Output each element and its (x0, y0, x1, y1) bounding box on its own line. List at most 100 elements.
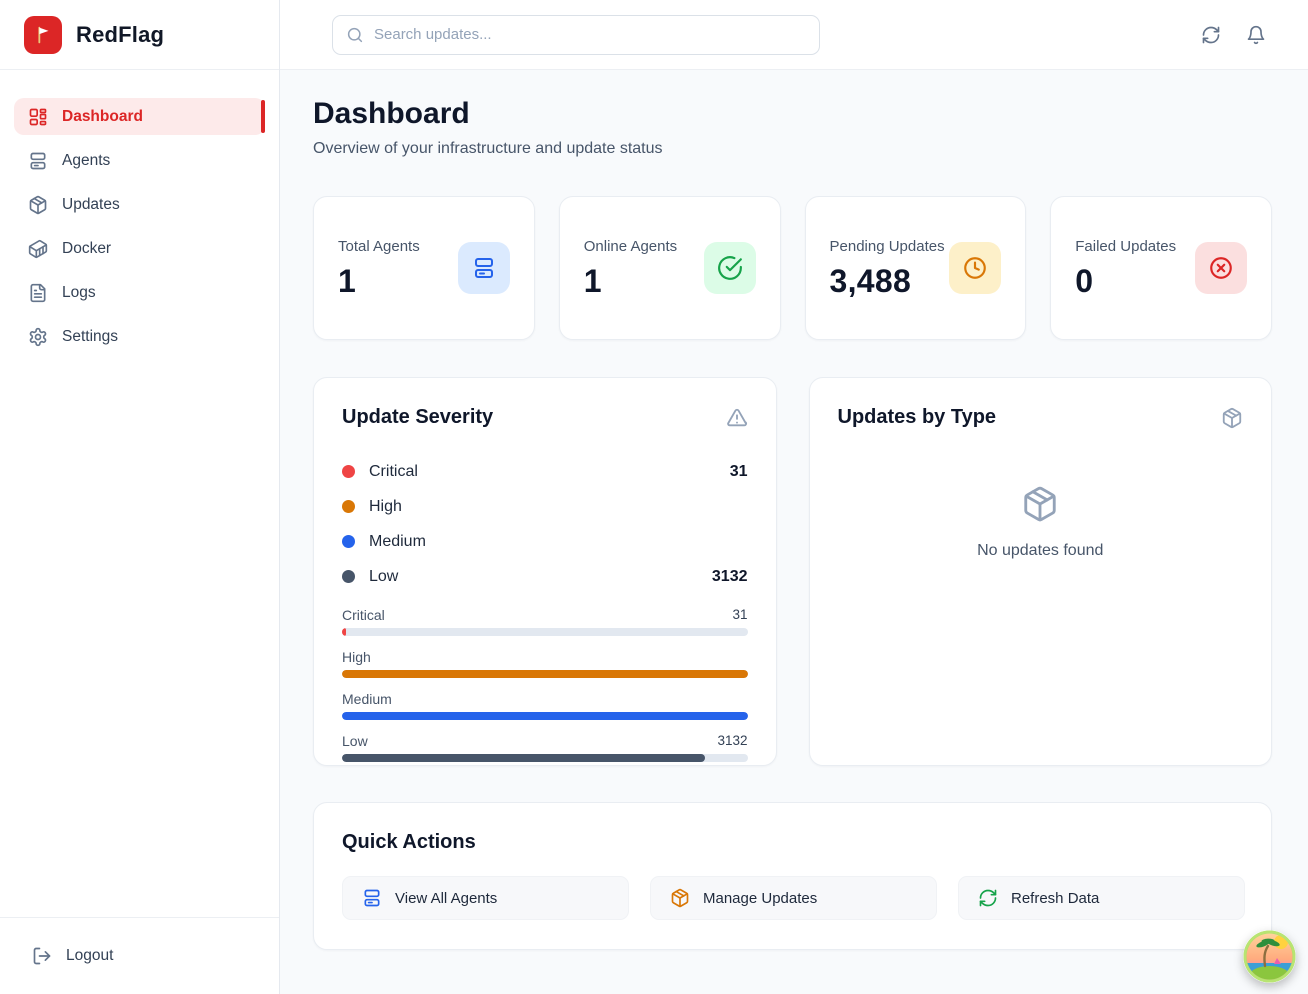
legend-label: Medium (369, 532, 426, 550)
package-icon (670, 888, 690, 908)
legend-label: Low (369, 567, 399, 585)
sidebar-item-docker[interactable]: Docker (14, 230, 265, 267)
progress-track (342, 754, 748, 762)
bell-icon[interactable] (1246, 25, 1266, 45)
quick-actions-card: Quick Actions View All Agents Manage Upd… (313, 802, 1272, 950)
brand-name: RedFlag (76, 21, 165, 47)
quick-actions-row: View All Agents Manage Updates Refresh D… (342, 876, 1245, 920)
x-circle-icon (1195, 242, 1247, 294)
sidebar-nav: Dashboard Agents Updates Docker (0, 70, 279, 917)
sidebar-item-settings[interactable]: Settings (14, 318, 265, 355)
stat-label: Online Agents (583, 238, 678, 255)
legend-row-high: High (342, 489, 748, 524)
server-icon (28, 151, 48, 171)
bar-value: 31 (732, 607, 748, 622)
bar-high: High (342, 649, 748, 678)
sidebar: RedFlag Dashboard Agents Updates (0, 0, 280, 994)
refresh-icon (978, 888, 998, 908)
update-severity-card: Update Severity Critical 31 (313, 377, 777, 766)
logout-button[interactable]: Logout (0, 917, 279, 994)
logout-label: Logout (66, 947, 114, 964)
legend-row-low: Low 3132 (342, 559, 748, 594)
sidebar-item-label: Updates (62, 195, 120, 213)
package-icon (1221, 407, 1243, 429)
progress-fill (342, 628, 347, 636)
progress-fill (342, 754, 705, 762)
legend-value: 31 (729, 462, 748, 480)
stat-label: Failed Updates (1075, 238, 1177, 255)
action-label: Manage Updates (703, 889, 818, 907)
dashboard-grid-icon (28, 107, 48, 127)
manage-updates-button[interactable]: Manage Updates (650, 876, 937, 920)
redflag-logo-icon (24, 15, 62, 54)
file-text-icon (28, 283, 48, 303)
refresh-data-button[interactable]: Refresh Data (958, 876, 1245, 920)
action-label: Refresh Data (1011, 889, 1100, 907)
legend-label: High (369, 497, 402, 515)
bar-medium: Medium (342, 691, 748, 720)
stat-label: Total Agents (338, 238, 420, 255)
clock-icon (949, 242, 1002, 294)
brand: RedFlag (0, 0, 279, 70)
legend-label: Critical (369, 462, 418, 480)
action-label: View All Agents (395, 889, 498, 907)
content-column: Dashboard Overview of your infrastructur… (280, 0, 1308, 994)
stat-cards-row: Total Agents 1 Online Agents 1 (313, 196, 1272, 340)
stat-card-pending-updates: Pending Updates 3,488 (804, 196, 1027, 340)
refresh-icon[interactable] (1201, 25, 1221, 45)
stat-value: 0 (1075, 263, 1094, 299)
severity-bars: Critical 31 High Medium Low 3132 (342, 607, 748, 762)
package-icon (28, 195, 48, 215)
middle-panels-row: Update Severity Critical 31 (313, 377, 1272, 766)
bar-label: High (342, 649, 371, 665)
check-circle-icon (703, 242, 756, 294)
high-dot (342, 500, 355, 513)
sidebar-item-label: Dashboard (62, 107, 143, 125)
sidebar-item-updates[interactable]: Updates (14, 186, 265, 223)
stat-value: 1 (583, 263, 602, 299)
bar-label: Medium (342, 691, 392, 707)
gear-icon (28, 327, 48, 347)
low-dot (342, 570, 355, 583)
package-icon (1021, 485, 1059, 528)
topbar (280, 0, 1308, 70)
sidebar-item-label: Logs (62, 283, 96, 301)
progress-fill (342, 670, 748, 678)
server-icon (457, 242, 510, 294)
bar-label: Low (342, 733, 368, 749)
bar-critical: Critical 31 (342, 607, 748, 636)
stat-value: 3,488 (829, 263, 912, 299)
progress-track (342, 628, 748, 636)
topbar-icons (1201, 25, 1266, 45)
sidebar-item-agents[interactable]: Agents (14, 142, 265, 179)
sidebar-item-logs[interactable]: Logs (14, 274, 265, 311)
search-box (332, 14, 820, 55)
sidebar-item-label: Agents (62, 151, 111, 169)
search-input[interactable] (374, 26, 806, 43)
tropical-island-floating-button[interactable] (1243, 930, 1296, 983)
panel-title: Update Severity (342, 406, 494, 428)
sidebar-item-label: Docker (62, 239, 112, 257)
legend-row-critical: Critical 31 (342, 454, 748, 489)
search-icon (346, 26, 364, 44)
stat-value: 1 (338, 263, 357, 299)
medium-dot (342, 535, 355, 548)
bar-label: Critical (342, 607, 385, 623)
severity-legend: Critical 31 High Medium (342, 454, 748, 594)
progress-fill (342, 712, 748, 720)
stat-card-online-agents: Online Agents 1 (558, 196, 781, 340)
critical-dot (342, 465, 355, 478)
sidebar-item-label: Settings (62, 327, 119, 345)
quick-actions-title: Quick Actions (342, 831, 476, 853)
empty-state-text: No updates found (977, 542, 1104, 559)
sidebar-item-dashboard[interactable]: Dashboard (14, 98, 265, 135)
legend-value: 3132 (711, 567, 748, 585)
bar-value: 3132 (717, 733, 748, 748)
legend-row-medium: Medium (342, 524, 748, 559)
stat-card-total-agents: Total Agents 1 (313, 196, 535, 340)
progress-track (342, 670, 748, 678)
stat-card-failed-updates: Failed Updates 0 (1050, 196, 1272, 340)
view-all-agents-button[interactable]: View All Agents (342, 876, 629, 920)
empty-state: No updates found (838, 485, 1244, 560)
main-content: Dashboard Overview of your infrastructur… (280, 70, 1308, 994)
